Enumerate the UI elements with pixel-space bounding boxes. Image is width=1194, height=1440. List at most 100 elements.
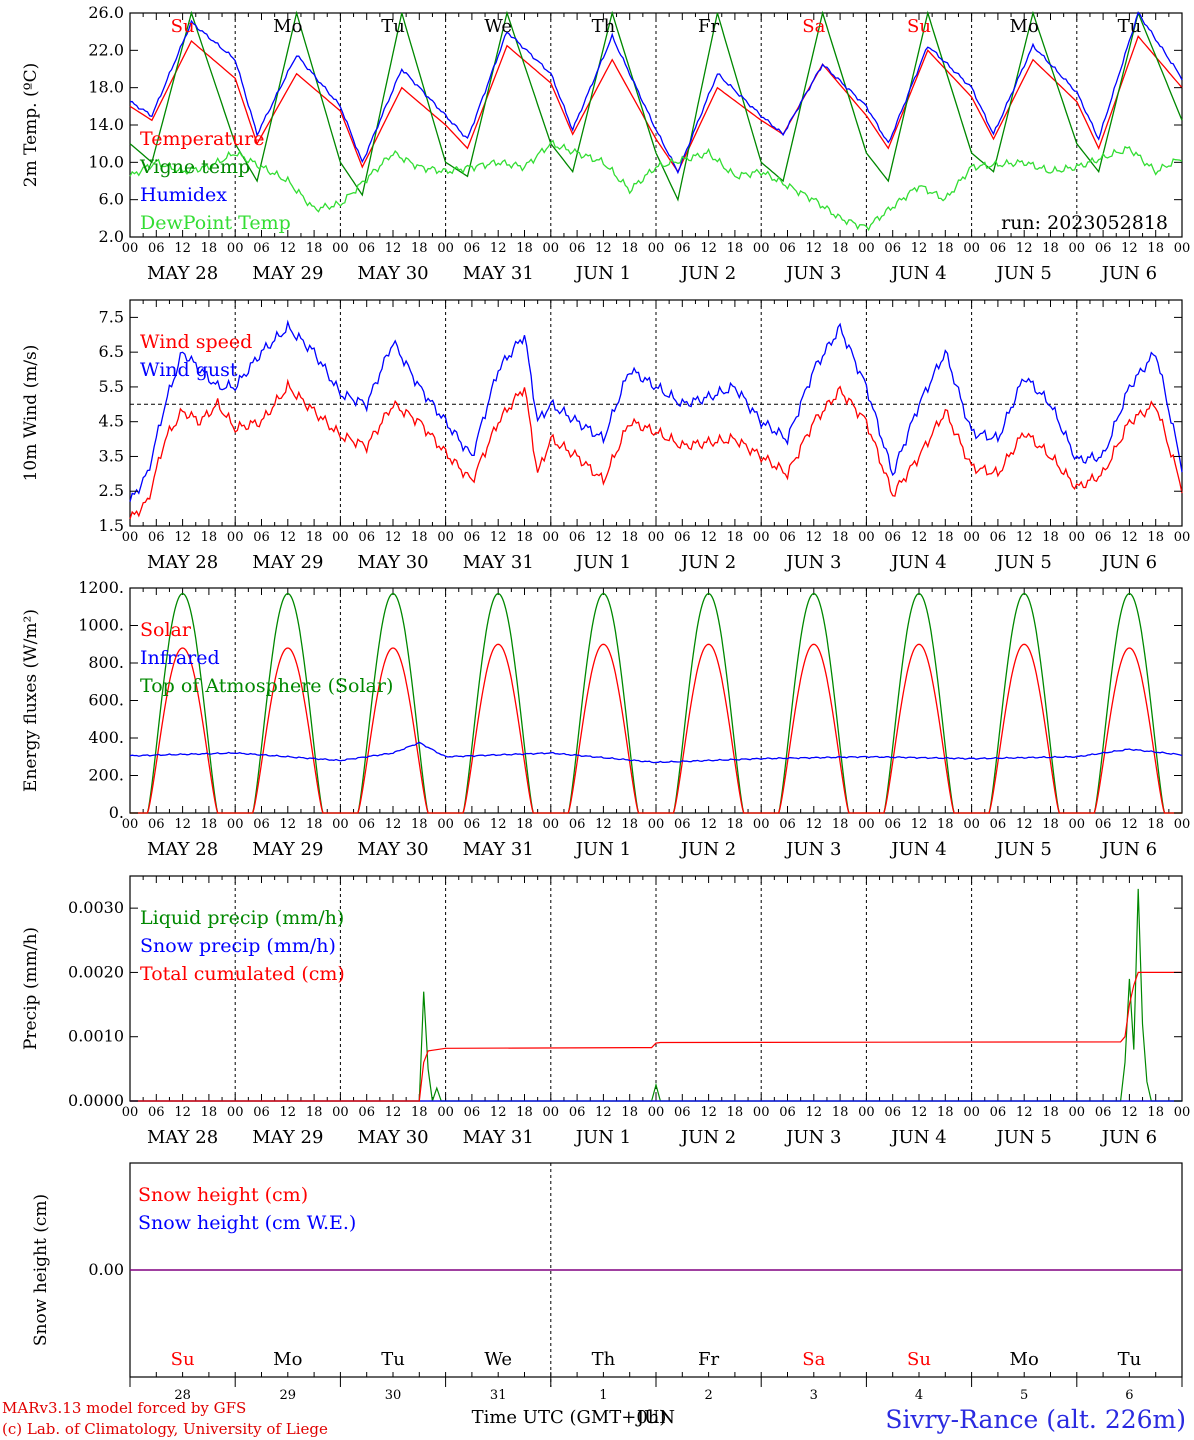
hour-tick-label: 06 xyxy=(1095,817,1112,832)
y-tick-label: 14.0 xyxy=(88,115,124,134)
hour-tick-label: 00 xyxy=(648,530,665,545)
legend-4: Liquid precip (mm/h) Snow precip (mm/h) To… xyxy=(140,907,345,985)
day-number: 5 xyxy=(1020,1388,1028,1403)
weekday-label: Tu xyxy=(1118,16,1142,37)
hour-tick-label: 06 xyxy=(464,530,481,545)
y-tick-label: 0. xyxy=(109,803,124,822)
hour-tick-label: 00 xyxy=(858,1105,875,1120)
hour-tick-label: 12 xyxy=(700,1105,717,1120)
y-tick-label: 7.5 xyxy=(99,307,124,326)
hour-tick-label: 06 xyxy=(779,817,796,832)
hour-tick-label: 00 xyxy=(227,817,244,832)
date-label: JUN 5 xyxy=(995,839,1052,860)
hour-tick-label: 00 xyxy=(1069,241,1086,256)
hour-tick-label: 18 xyxy=(1147,817,1164,832)
hour-tick-label: 00 xyxy=(332,817,349,832)
date-label: JUN 4 xyxy=(889,263,946,284)
hour-tick-label: 06 xyxy=(253,530,270,545)
weekday-label: We xyxy=(484,1349,512,1370)
hour-tick-label: 06 xyxy=(1095,1105,1112,1120)
hour-tick-label: 18 xyxy=(306,530,323,545)
hour-tick-label: 12 xyxy=(385,241,402,256)
date-label: JUN 1 xyxy=(574,1127,631,1148)
weekday-label: Sa xyxy=(802,16,825,37)
hour-tick-label: 18 xyxy=(411,817,428,832)
date-label: MAY 31 xyxy=(463,839,534,860)
date-label: JUN 5 xyxy=(995,263,1052,284)
hour-tick-label: 06 xyxy=(884,530,901,545)
hour-tick-label: 00 xyxy=(122,241,139,256)
legend-entry: Wind gust xyxy=(140,359,238,381)
series-line xyxy=(129,741,1183,764)
hour-tick-label: 18 xyxy=(832,817,849,832)
y-tick-label: 1200. xyxy=(78,578,124,597)
hour-tick-label: 18 xyxy=(832,530,849,545)
legend-entry: Humidex xyxy=(140,184,227,206)
y-axis-title: 10m Wind (m/s) xyxy=(21,345,41,482)
y-tick-label: 2.0 xyxy=(99,227,124,246)
date-label: JUN 6 xyxy=(1100,839,1157,860)
hour-tick-label: 18 xyxy=(1147,530,1164,545)
date-label: JUN 1 xyxy=(574,839,631,860)
series-line xyxy=(129,319,1183,502)
hour-tick-label: 12 xyxy=(280,1105,297,1120)
y-tick-label: 800. xyxy=(88,653,124,672)
hour-tick-label: 06 xyxy=(779,241,796,256)
hour-tick-label: 12 xyxy=(595,817,612,832)
hour-tick-label: 18 xyxy=(516,241,533,256)
legend-entry: Snow height (cm W.E.) xyxy=(138,1212,356,1234)
hour-tick-label: 18 xyxy=(1147,1105,1164,1120)
y-tick-label: 400. xyxy=(88,728,124,747)
series-line xyxy=(129,11,1183,175)
legend-entry: DewPoint Temp xyxy=(140,212,291,234)
weekday-label: Mo xyxy=(1010,16,1039,37)
hour-tick-label: 06 xyxy=(1095,241,1112,256)
hour-tick-label: 00 xyxy=(963,1105,980,1120)
y-tick-label: 0.0010 xyxy=(68,1027,124,1046)
hour-tick-label: 00 xyxy=(332,1105,349,1120)
date-label: MAY 29 xyxy=(252,263,323,284)
legend-entry: Wind speed xyxy=(140,331,252,353)
y-tick-label: 10.0 xyxy=(88,152,124,171)
legend-1: Temperature Vigne temp Humidex DewPoint Tem… xyxy=(139,128,291,234)
date-label: JUN 2 xyxy=(679,263,736,284)
hour-tick-label: 18 xyxy=(306,241,323,256)
hour-tick-label: 12 xyxy=(911,1105,928,1120)
hour-tick-label: 18 xyxy=(727,530,744,545)
hour-tick-label: 12 xyxy=(385,530,402,545)
hour-tick-label: 00 xyxy=(543,530,560,545)
y-axis-4: 0.0000 0.0010 0.0020 0.0030 Precip (mm/h) xyxy=(21,898,1182,1110)
weekday-label: Fr xyxy=(698,16,719,37)
hour-tick-label: 12 xyxy=(595,1105,612,1120)
hour-tick-label: 06 xyxy=(779,1105,796,1120)
hour-tick-label: 12 xyxy=(806,817,823,832)
hour-tick-label: 18 xyxy=(306,1105,323,1120)
hour-tick-label: 06 xyxy=(884,817,901,832)
hour-tick-label: 00 xyxy=(437,241,454,256)
legend-entry: Infrared xyxy=(140,647,220,669)
hour-tick-label: 06 xyxy=(569,1105,586,1120)
y-tick-label: 200. xyxy=(88,766,124,785)
panel-2 xyxy=(129,299,1183,527)
hour-tick-label: 06 xyxy=(358,530,375,545)
y-tick-label: 22.0 xyxy=(88,40,124,59)
y-tick-label: 26.0 xyxy=(88,3,124,22)
panel-1: Su Mo Tu We Th Fr Sa Su Mo Tu run: 2023052818 xyxy=(129,10,1183,238)
weekday-label: Tu xyxy=(381,1349,405,1370)
hour-tick-label: 12 xyxy=(490,530,507,545)
date-label: JUN 3 xyxy=(784,1127,841,1148)
hour-tick-label: 18 xyxy=(411,530,428,545)
hour-tick-label: 00 xyxy=(437,817,454,832)
hour-tick-label: 12 xyxy=(595,241,612,256)
date-label: JUN 4 xyxy=(889,839,946,860)
panel-frame xyxy=(129,587,1183,814)
hour-tick-label: 00 xyxy=(648,1105,665,1120)
series-line xyxy=(129,35,1183,174)
hour-tick-label: 18 xyxy=(411,1105,428,1120)
weekday-label: Th xyxy=(592,16,616,37)
panel-5: 0.00 Snow height (cm) Snow height (cm) Snow… xyxy=(31,1162,1183,1428)
day-number: 3 xyxy=(810,1388,818,1403)
hour-tick-label: 06 xyxy=(884,1105,901,1120)
hour-tick-label: 06 xyxy=(253,1105,270,1120)
hour-tick-label: 18 xyxy=(937,241,954,256)
